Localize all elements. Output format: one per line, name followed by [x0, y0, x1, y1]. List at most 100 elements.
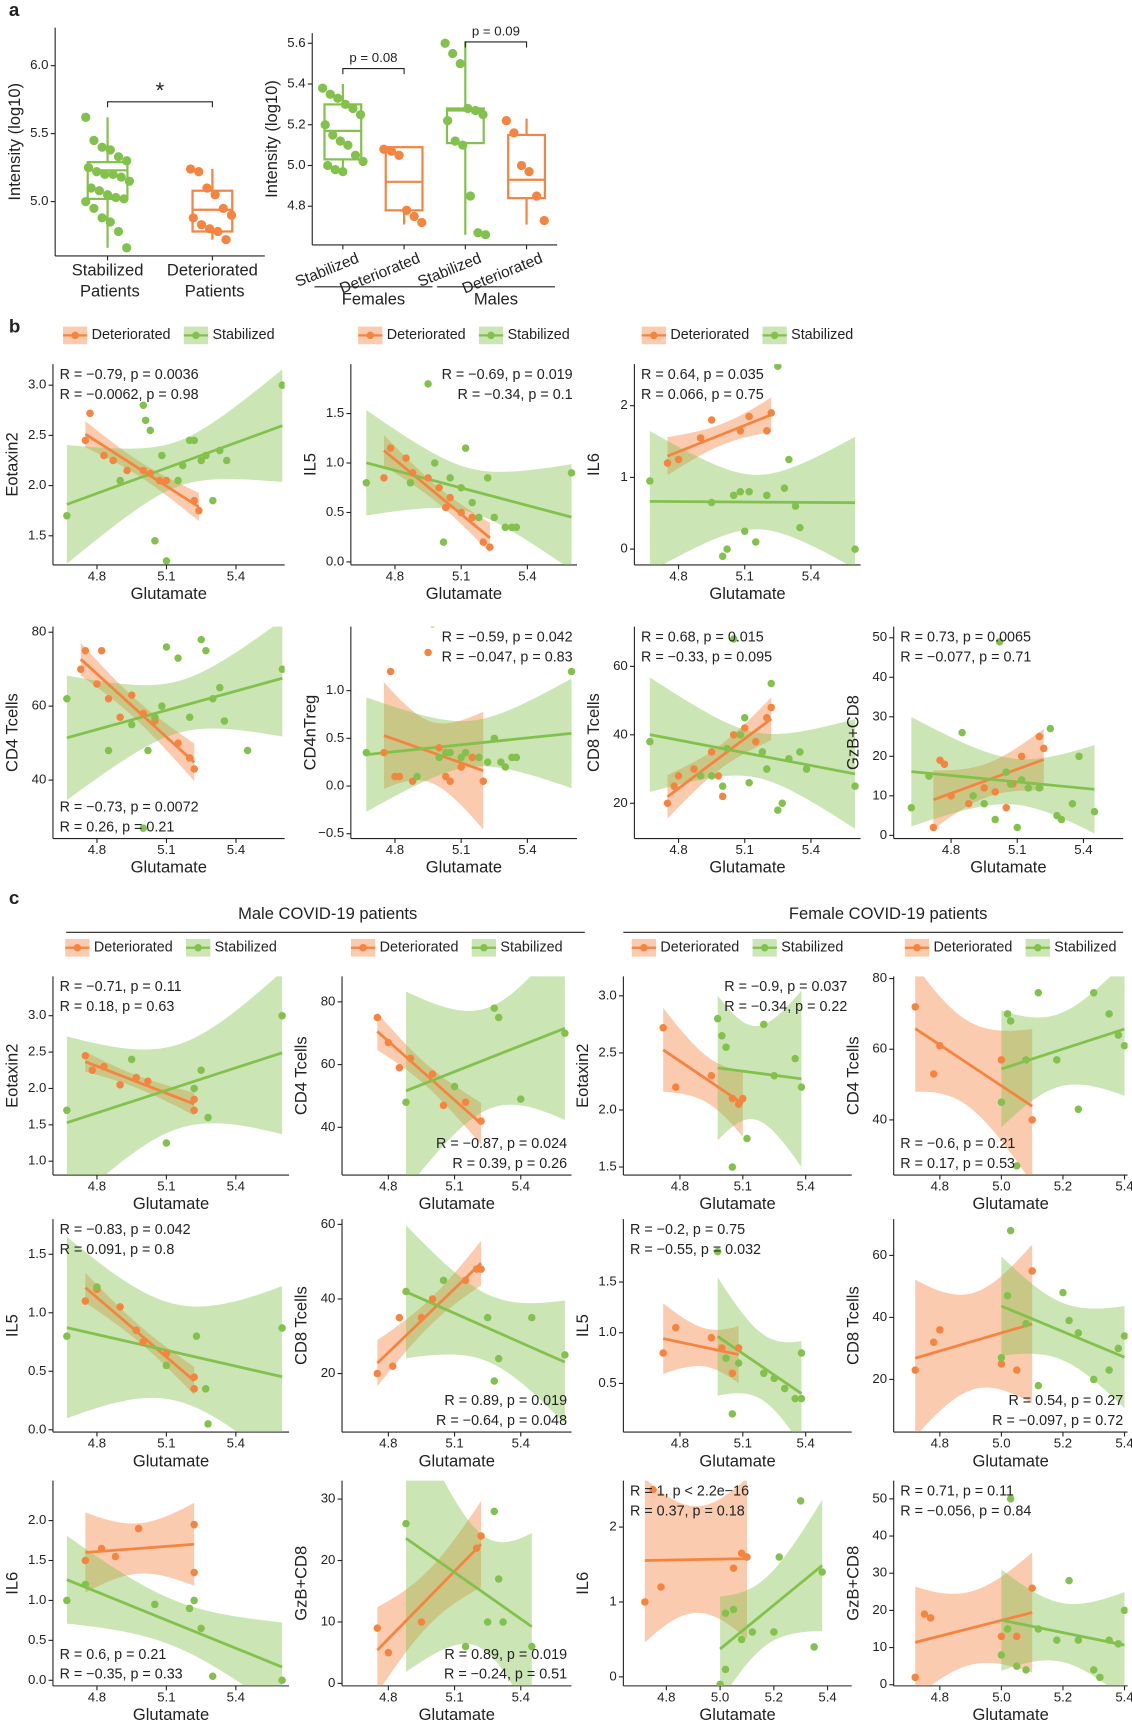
- y-tick-label: 30: [321, 1491, 336, 1506]
- point: [204, 1113, 212, 1122]
- point: [380, 474, 388, 482]
- section-title: Female COVID-19 patients: [789, 904, 987, 923]
- point: [190, 1568, 198, 1577]
- annotation: R = −0.0062, p = 0.98: [60, 387, 199, 403]
- point: [752, 538, 760, 546]
- point: [63, 1596, 71, 1605]
- annotation: R = −0.047, p = 0.83: [442, 649, 573, 665]
- point: [81, 112, 91, 122]
- y-axis-title: GzB+CD8: [843, 1546, 862, 1621]
- point: [936, 1326, 944, 1334]
- point: [190, 1106, 198, 1115]
- annotation: R = −0.59, p = 0.042: [442, 629, 573, 645]
- point: [424, 474, 432, 482]
- point: [100, 169, 110, 180]
- point: [1024, 784, 1033, 792]
- point: [1059, 1288, 1067, 1297]
- point: [760, 1369, 768, 1378]
- legend-label: Stabilized: [215, 940, 277, 956]
- y-tick-label: 2.0: [28, 1080, 46, 1095]
- point: [707, 498, 716, 507]
- regression-line: [649, 733, 856, 776]
- annotation: R = −0.73, p = 0.0072: [60, 799, 199, 815]
- point: [663, 799, 672, 808]
- point: [1017, 752, 1026, 761]
- x-tick-label: 5.2: [1054, 1179, 1072, 1194]
- point: [1017, 776, 1026, 784]
- point: [162, 1349, 171, 1358]
- point: [430, 459, 439, 467]
- x-tick-label: 5.4: [1074, 842, 1092, 857]
- point: [355, 109, 366, 120]
- point: [477, 1117, 485, 1125]
- panel-label: c: [9, 887, 19, 908]
- regression-line: [376, 1543, 483, 1652]
- point: [81, 646, 90, 655]
- point: [745, 412, 753, 421]
- x-axis-title: Glutamate: [133, 1451, 209, 1470]
- point: [328, 130, 338, 140]
- y-tick-label: 40: [872, 1528, 887, 1543]
- point: [386, 667, 395, 676]
- point: [851, 782, 859, 790]
- regression-line: [662, 1048, 744, 1105]
- point: [122, 156, 132, 166]
- point: [767, 703, 775, 712]
- point: [439, 1276, 448, 1285]
- point: [146, 469, 155, 478]
- y-tick-label: 50: [872, 1490, 887, 1505]
- point: [81, 436, 90, 445]
- point: [174, 476, 182, 485]
- point: [663, 459, 672, 467]
- point: [83, 162, 94, 173]
- legend-key-dot: [192, 331, 200, 340]
- point: [226, 210, 237, 220]
- point: [473, 228, 483, 238]
- point: [111, 1552, 120, 1561]
- confidence-band: [915, 1244, 1033, 1433]
- point: [325, 89, 335, 99]
- point: [202, 646, 210, 655]
- point: [929, 1070, 938, 1078]
- y-tick-label: 1: [609, 1593, 616, 1608]
- y-tick-label: 20: [613, 795, 628, 810]
- point: [748, 1628, 757, 1636]
- y-tick-label: 5.0: [287, 157, 305, 172]
- y-tick-label: 20: [872, 1371, 887, 1386]
- point: [926, 1614, 935, 1622]
- point: [997, 1651, 1006, 1659]
- regression-line: [405, 1026, 566, 1093]
- x-tick-label: 4.8: [88, 1436, 106, 1451]
- point: [740, 724, 749, 732]
- plot-area: [911, 976, 1128, 1176]
- point: [472, 1544, 481, 1552]
- confidence-band: [1001, 976, 1125, 1128]
- y-tick-label: 60: [613, 658, 628, 673]
- point: [174, 654, 182, 662]
- regression-line: [66, 1051, 283, 1124]
- y-tick-label: 80: [321, 993, 336, 1008]
- x-tick-label: 5.4: [518, 842, 536, 857]
- point: [770, 1071, 778, 1080]
- y-tick-label: 5.4: [287, 76, 305, 91]
- point: [441, 503, 450, 512]
- point: [509, 128, 519, 138]
- x-tick-label: 4.8: [931, 1436, 949, 1451]
- point: [395, 772, 404, 781]
- point: [132, 1073, 141, 1082]
- legend-key-dot: [770, 331, 779, 340]
- point: [1053, 1636, 1061, 1644]
- legend-item: Deteriorated: [350, 938, 459, 957]
- section-title: Male COVID-19 patients: [238, 904, 417, 923]
- y-tick-label: 1.0: [326, 455, 344, 470]
- point: [93, 680, 101, 688]
- regression-line: [383, 734, 484, 772]
- point: [63, 1332, 71, 1340]
- y-tick-label: 0.0: [28, 1672, 46, 1687]
- x-tick-label: 5.1: [157, 1690, 175, 1705]
- regression-line: [405, 1537, 533, 1628]
- y-tick-label: 3.0: [28, 1007, 46, 1022]
- point: [486, 543, 494, 551]
- point: [216, 683, 224, 692]
- regression-line: [1000, 1027, 1125, 1071]
